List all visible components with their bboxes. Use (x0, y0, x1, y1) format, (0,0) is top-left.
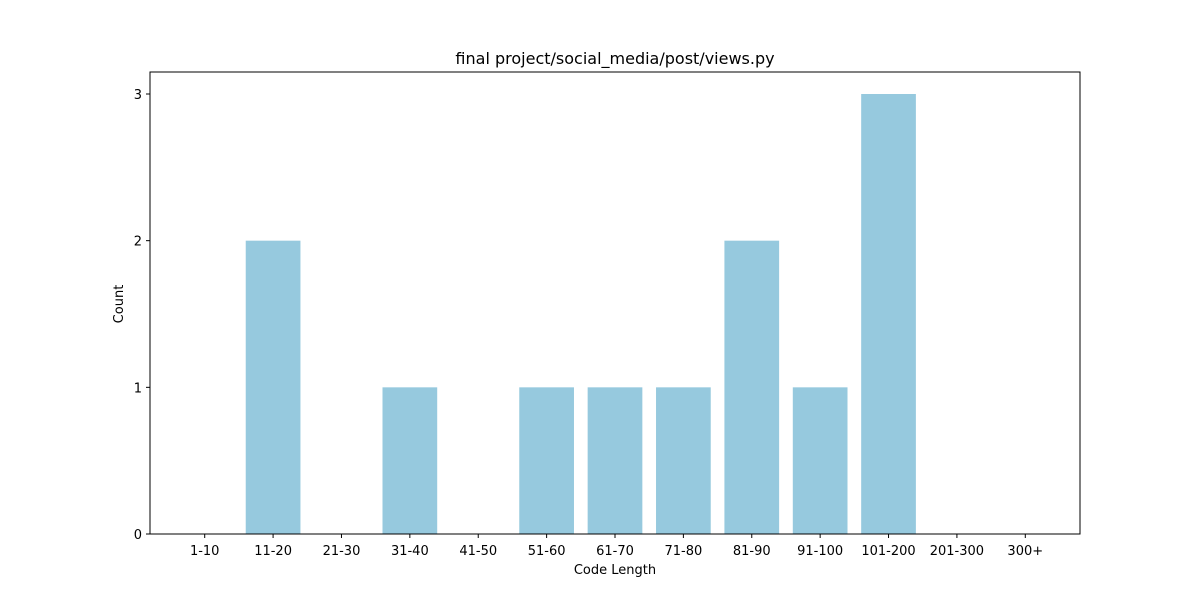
y-tick-label: 3 (134, 88, 142, 103)
bars-group (245, 94, 916, 534)
y-tick-label: 0 (134, 528, 142, 543)
x-tick-label: 91-100 (797, 544, 843, 559)
x-tick-label: 41-50 (459, 544, 497, 559)
x-tick-label: 71-80 (664, 544, 702, 559)
bar-51-60 (519, 387, 574, 534)
x-tick-label: 31-40 (391, 544, 429, 559)
x-tick-label: 101-200 (861, 544, 915, 559)
chart-title: final project/social_media/post/views.py (455, 49, 774, 69)
x-axis-label: Code Length (574, 563, 656, 578)
bar-101-200 (861, 94, 916, 534)
x-tick-label: 81-90 (733, 544, 771, 559)
x-tick-label: 21-30 (323, 544, 361, 559)
x-tick-label: 201-300 (930, 544, 984, 559)
y-axis-label: Count (112, 285, 127, 324)
x-tick-label: 61-70 (596, 544, 634, 559)
x-tick-label: 1-10 (190, 544, 220, 559)
y-tick-label: 2 (134, 235, 142, 250)
bar-91-100 (792, 387, 848, 534)
x-tick-label: 51-60 (528, 544, 566, 559)
bar-71-80 (656, 387, 711, 534)
plot-area-frame (149, 71, 1081, 535)
y-axis-ticks: 0 1 2 3 (134, 88, 150, 543)
bar-61-70 (587, 387, 643, 534)
bar-11-20 (245, 240, 301, 534)
bar-81-90 (724, 240, 780, 534)
x-tick-label: 11-20 (254, 544, 292, 559)
bar-31-40 (382, 387, 438, 534)
x-tick-label: 300+ (1007, 544, 1043, 559)
y-tick-label: 1 (134, 381, 142, 396)
x-axis-ticks: 1-10 11-20 21-30 31-40 41-50 51-60 61-70 71-80 8… (190, 534, 1043, 559)
